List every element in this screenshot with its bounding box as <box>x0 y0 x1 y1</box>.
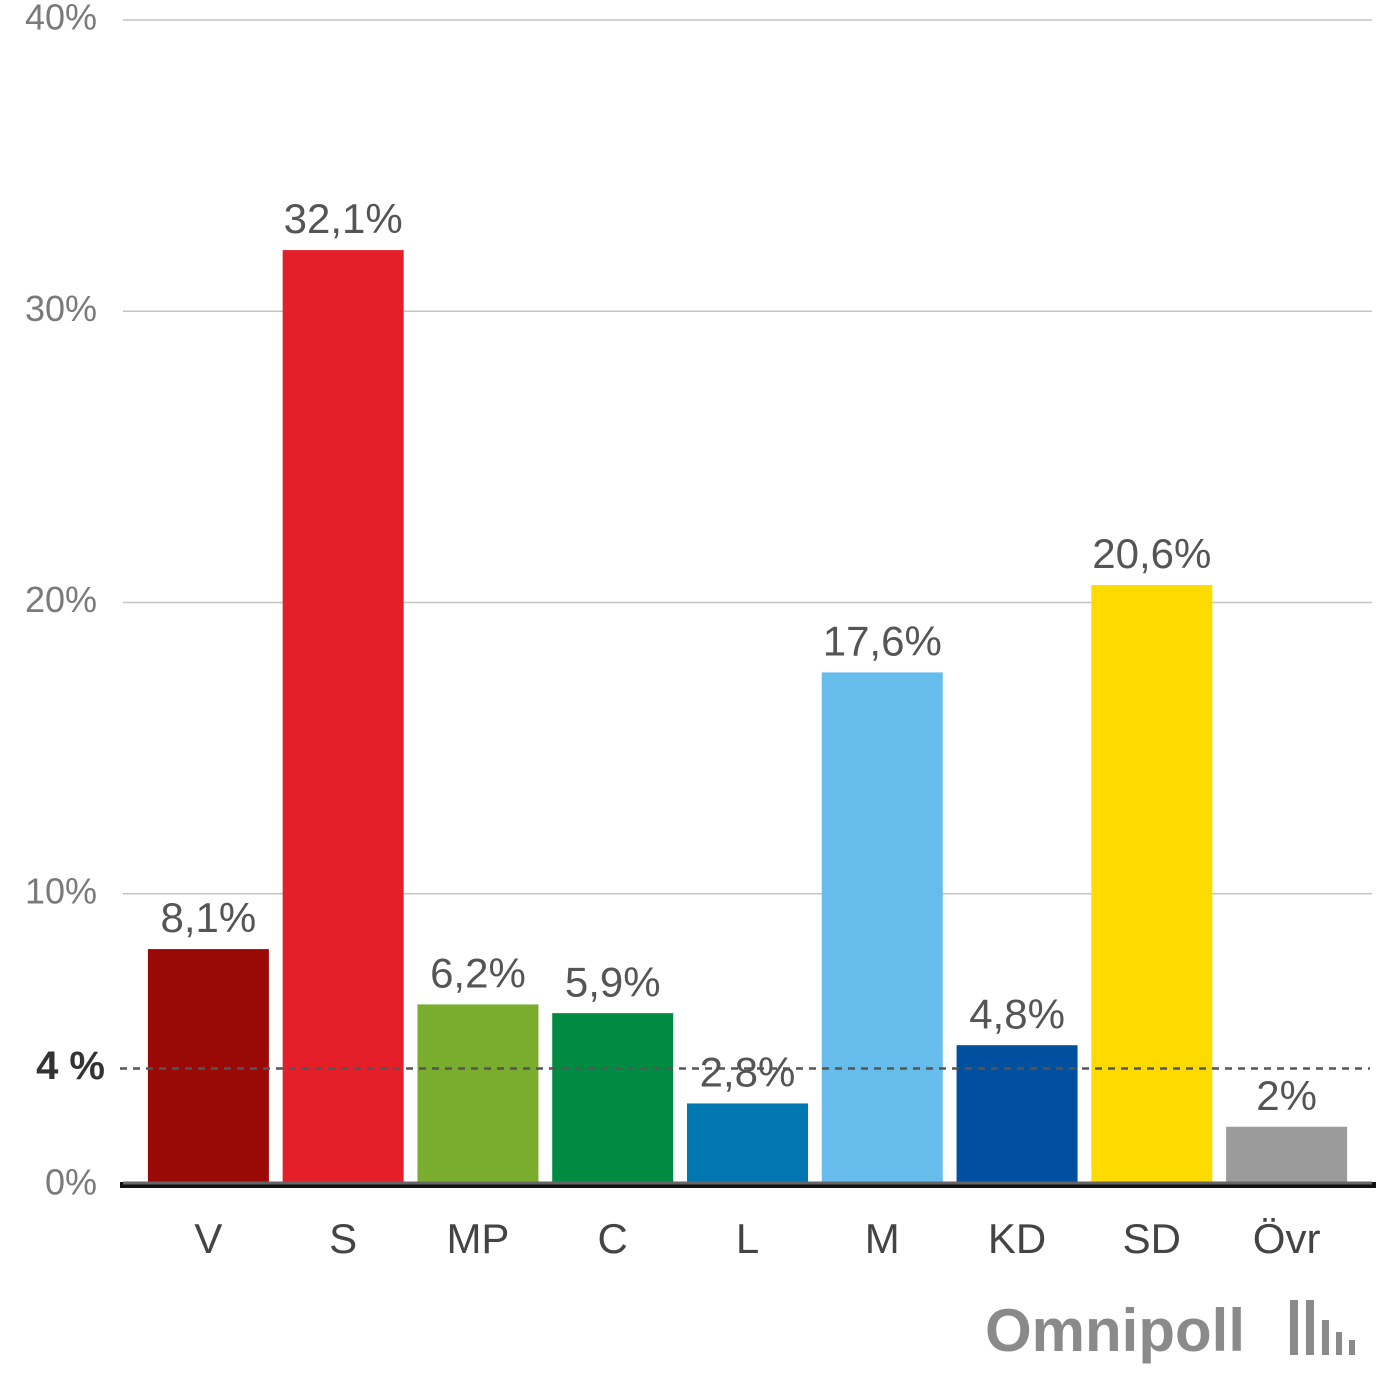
value-label: 6,2% <box>430 950 526 997</box>
bar <box>282 250 404 1185</box>
value-label: 2,8% <box>700 1049 796 1096</box>
bar <box>147 949 269 1185</box>
x-tick-label: SD <box>1123 1215 1181 1262</box>
bar <box>552 1013 674 1185</box>
bar <box>687 1103 808 1185</box>
bar <box>956 1045 1078 1185</box>
watermark: Omnipoll <box>985 1297 1245 1364</box>
x-tick-label: Övr <box>1253 1215 1321 1262</box>
bar <box>1226 1126 1348 1185</box>
value-label: 4,8% <box>969 990 1065 1037</box>
bar <box>821 672 943 1185</box>
threshold-label: 4 % <box>36 1044 105 1088</box>
y-tick-label: 40% <box>25 0 97 38</box>
y-tick-label: 30% <box>25 288 97 329</box>
x-tick-label: M <box>865 1215 900 1262</box>
y-tick-label: 20% <box>25 579 97 620</box>
bar <box>1091 585 1213 1185</box>
value-label: 32,1% <box>284 195 403 242</box>
x-tick-label: S <box>329 1215 357 1262</box>
y-tick-label: 10% <box>25 870 97 911</box>
x-tick-label: KD <box>988 1215 1046 1262</box>
value-label: 17,6% <box>823 617 942 664</box>
logo-bars <box>1290 1300 1355 1355</box>
x-tick-label: L <box>736 1215 759 1262</box>
x-tick-label: V <box>194 1215 222 1262</box>
y-tick-label: 0% <box>45 1162 97 1203</box>
x-tick-label: C <box>598 1215 628 1262</box>
x-tick-label: MP <box>446 1215 509 1262</box>
value-label: 8,1% <box>161 894 257 941</box>
bar <box>417 1004 539 1185</box>
value-label: 2% <box>1256 1072 1317 1119</box>
value-label: 20,6% <box>1092 530 1211 577</box>
value-label: 5,9% <box>565 958 661 1005</box>
